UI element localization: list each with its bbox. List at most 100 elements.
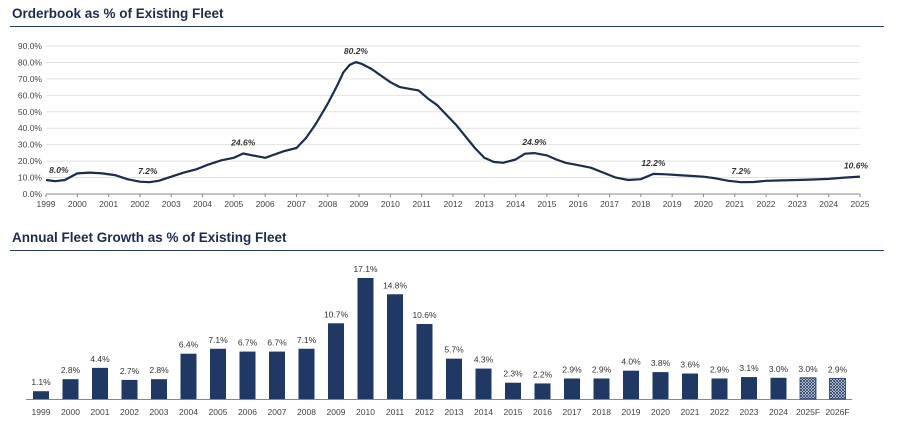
bar-category-label: 2020 <box>651 407 670 417</box>
y-tick-label: 60.0% <box>18 90 43 100</box>
bar-value-label: 4.3% <box>474 355 494 365</box>
bar-category-label: 2009 <box>327 407 346 417</box>
fleet-growth-title-rule <box>10 250 884 251</box>
bar-value-label: 14.8% <box>383 280 408 290</box>
fleet-growth-bar <box>33 391 49 399</box>
fleet-growth-bar <box>446 358 462 399</box>
bar-category-label: 2017 <box>563 407 582 417</box>
bar-category-label: 2022 <box>710 407 729 417</box>
fleet-growth-bar <box>328 323 344 399</box>
x-tick-label: 2011 <box>413 199 432 209</box>
bar-category-label: 2018 <box>592 407 611 417</box>
fleet-growth-bar <box>564 378 580 399</box>
bar-value-label: 2.9% <box>710 364 730 374</box>
x-tick-label: 2007 <box>287 199 306 209</box>
bar-category-label: 2010 <box>356 407 375 417</box>
orderbook-data-label: 10.6% <box>844 161 869 171</box>
x-tick-label: 2009 <box>350 199 369 209</box>
x-tick-label: 2021 <box>725 199 744 209</box>
bar-category-label: 2013 <box>445 407 464 417</box>
bar-value-label: 6.7% <box>238 338 258 348</box>
x-tick-label: 2010 <box>381 199 400 209</box>
bar-category-label: 2024 <box>769 407 788 417</box>
y-tick-label: 10.0% <box>18 173 43 183</box>
bar-value-label: 2.9% <box>592 364 612 374</box>
bar-value-label: 6.7% <box>267 338 287 348</box>
fleet-growth-bar <box>652 372 669 399</box>
fleet-growth-bar <box>682 373 698 399</box>
x-tick-label: 2017 <box>600 199 619 209</box>
x-tick-label: 2006 <box>256 199 275 209</box>
orderbook-title-rule <box>10 26 884 27</box>
bar-category-label: 2015 <box>504 407 523 417</box>
bar-value-label: 4.4% <box>90 354 110 364</box>
fleet-growth-bar <box>505 382 521 399</box>
bar-category-label: 2011 <box>386 407 405 417</box>
fleet-growth-bar <box>829 378 846 400</box>
orderbook-data-label: 12.2% <box>641 158 666 168</box>
fleet-growth-bar <box>534 383 551 399</box>
bar-category-label: 2002 <box>120 407 139 417</box>
fleet-growth-bar <box>475 368 492 399</box>
bar-category-label: 2023 <box>740 407 759 417</box>
bar-category-label: 2014 <box>474 407 493 417</box>
bar-value-label: 17.1% <box>353 264 378 274</box>
x-tick-label: 2002 <box>130 199 149 209</box>
bar-value-label: 4.0% <box>621 357 641 367</box>
fleet-growth-bar <box>416 323 433 399</box>
bar-value-label: 2.3% <box>503 369 523 379</box>
y-tick-label: 0.0% <box>23 189 43 199</box>
bar-category-label: 2026F <box>825 407 849 417</box>
bar-category-label: 2019 <box>622 407 641 417</box>
orderbook-data-label: 80.2% <box>344 46 369 56</box>
bar-value-label: 2.8% <box>149 365 169 375</box>
bar-value-label: 2.8% <box>61 365 81 375</box>
fleet-growth-bar <box>92 367 108 399</box>
x-tick-label: 2004 <box>193 199 212 209</box>
bar-value-label: 7.1% <box>297 335 317 345</box>
orderbook-series-line <box>45 60 861 184</box>
fleet-growth-bar <box>151 379 167 399</box>
x-tick-label: 2016 <box>569 199 588 209</box>
fleet-growth-bar <box>210 348 226 399</box>
bar-category-label: 2016 <box>533 407 552 417</box>
bar-value-label: 2.9% <box>828 364 848 374</box>
x-tick-label: 2024 <box>819 199 838 209</box>
bar-category-label: 2012 <box>415 407 434 417</box>
orderbook-chart-title: Orderbook as % of Existing Fleet <box>12 6 224 21</box>
fleet-growth-bar <box>623 370 639 399</box>
fleet-growth-bar <box>593 378 610 399</box>
bar-value-label: 5.7% <box>444 345 464 355</box>
bar-category-label: 2006 <box>238 407 257 417</box>
orderbook-line-chart: 0.0% 10.0% 20.0% 30.0% 40.0% 50.0% 60.0% 70.0% 8… <box>18 41 870 209</box>
bar-category-label: 2003 <box>150 407 169 417</box>
y-tick-label: 80.0% <box>18 57 43 67</box>
x-tick-label: 2005 <box>224 199 243 209</box>
fleet-growth-chart-title: Annual Fleet Growth as % of Existing Fle… <box>12 230 287 245</box>
bar-value-label: 2.7% <box>120 366 140 376</box>
fleet-growth-bar <box>121 379 138 399</box>
bar-value-label: 3.1% <box>739 363 759 373</box>
x-tick-label: 2000 <box>68 199 87 209</box>
bar-category-label: 2025F <box>796 407 820 417</box>
fleet-growth-bar <box>239 351 256 399</box>
y-tick-label: 50.0% <box>18 107 43 117</box>
orderbook-data-label: 7.2% <box>138 166 158 176</box>
x-tick-label: 2013 <box>475 199 494 209</box>
x-tick-label: 2023 <box>788 199 807 209</box>
bar-category-label: 2008 <box>297 407 316 417</box>
x-tick-label: 2012 <box>444 199 463 209</box>
y-tick-label: 30.0% <box>18 140 43 150</box>
x-tick-label: 2001 <box>99 199 118 209</box>
bar-value-label: 3.0% <box>798 364 818 374</box>
fleet-growth-bar <box>180 353 197 399</box>
x-tick-label: 2008 <box>318 199 337 209</box>
orderbook-data-label: 8.0% <box>49 165 69 175</box>
y-tick-label: 90.0% <box>18 41 43 51</box>
fleet-growth-bar <box>62 379 79 399</box>
bar-value-label: 2.9% <box>562 364 582 374</box>
bar-value-label: 1.1% <box>31 377 51 387</box>
y-tick-label: 70.0% <box>18 74 43 84</box>
fleet-growth-bar <box>711 378 728 399</box>
